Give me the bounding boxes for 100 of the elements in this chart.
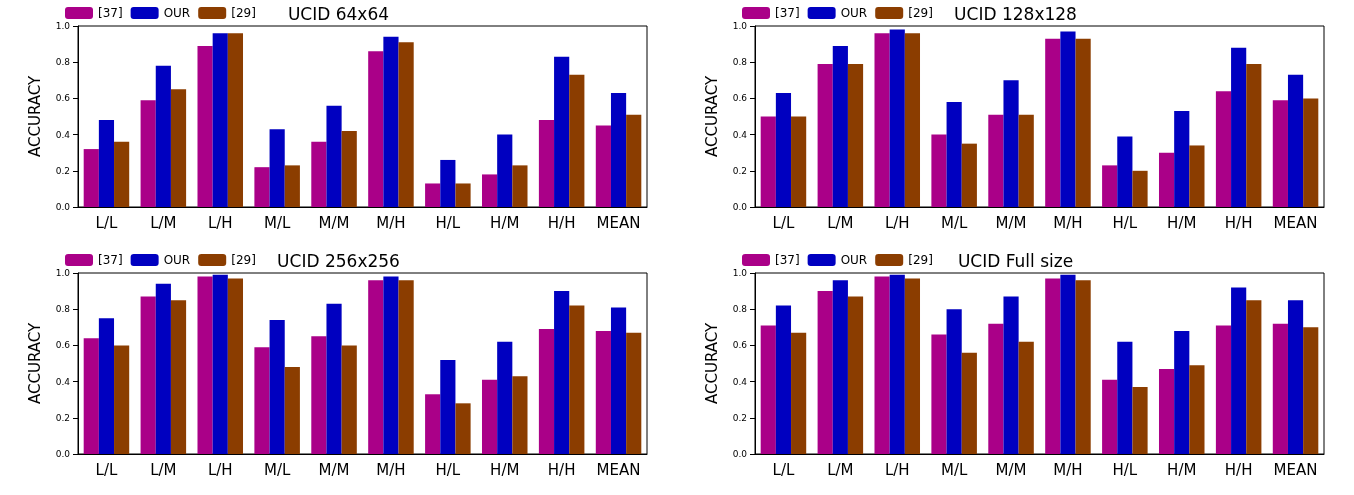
- bar: [1117, 136, 1133, 207]
- bar: [1174, 330, 1190, 454]
- bar: [610, 307, 627, 454]
- bar: [1045, 278, 1061, 454]
- x-tick-label: L/H: [884, 213, 910, 232]
- bar: [398, 280, 414, 454]
- bar: [904, 278, 921, 454]
- x-tick-label: M/H: [1053, 213, 1083, 232]
- bar: [311, 336, 327, 454]
- bar: [383, 36, 399, 207]
- y-tick-label: 0.8: [55, 304, 71, 315]
- legend-label: [29]: [231, 6, 256, 20]
- x-tick-label: L/M: [150, 213, 177, 232]
- bar: [284, 367, 300, 454]
- bar: [425, 183, 441, 207]
- chart-title: UCID 128x128: [954, 3, 1077, 24]
- bar: [155, 283, 171, 454]
- bar: [946, 102, 962, 207]
- bar: [1231, 47, 1247, 207]
- bar: [197, 45, 213, 207]
- y-tick-label: 0.6: [55, 340, 71, 351]
- bar: [874, 33, 890, 207]
- bar: [988, 323, 1004, 454]
- bar: [83, 149, 99, 207]
- y-tick-label: 0.2: [55, 412, 70, 423]
- bar: [1045, 38, 1061, 207]
- chart-title: UCID 256x256: [277, 250, 400, 271]
- x-tick-label: H/H: [547, 460, 576, 479]
- bar: [1060, 274, 1076, 454]
- bar: [775, 92, 792, 207]
- y-tick-label: 0.6: [732, 340, 748, 351]
- x-tick-label: L/H: [207, 213, 233, 232]
- bar: [1246, 64, 1262, 207]
- x-tick-label: H/L: [1112, 213, 1138, 232]
- y-tick-label: 0.0: [55, 449, 71, 459]
- x-tick-label: H/M: [1167, 213, 1197, 232]
- bar: [1174, 111, 1190, 207]
- bar: [341, 345, 357, 454]
- x-tick-label: M/M: [995, 460, 1027, 479]
- legend-label: OUR: [163, 6, 191, 20]
- y-tick-label: 0.2: [55, 165, 70, 176]
- y-tick-label: 1.0: [732, 268, 748, 278]
- bar: [1018, 114, 1034, 207]
- legend-label: [37]: [775, 253, 800, 267]
- bar: [269, 320, 285, 454]
- y-axis-title: ACCURACY: [702, 322, 721, 405]
- y-tick-label: 0.6: [55, 93, 71, 104]
- bar: [961, 352, 977, 454]
- bar: [114, 345, 130, 454]
- x-tick-label: L/L: [95, 460, 118, 479]
- bar: [595, 330, 611, 454]
- bar: [398, 42, 414, 207]
- bar: [440, 159, 456, 207]
- bar: [197, 276, 213, 454]
- bar: [497, 134, 513, 207]
- bar: [1287, 74, 1304, 207]
- bar: [1158, 368, 1175, 454]
- bar: [512, 165, 528, 207]
- bar: [1215, 91, 1232, 207]
- x-tick-label: H/H: [1224, 460, 1253, 479]
- bar: [904, 33, 921, 207]
- bar: [227, 278, 244, 454]
- y-tick-label: 0.4: [732, 129, 748, 140]
- bar: [1132, 387, 1148, 454]
- bar: [1018, 341, 1034, 454]
- bar: [1102, 379, 1118, 454]
- bar: [98, 318, 115, 454]
- bar: [114, 141, 130, 207]
- bar: [497, 341, 513, 454]
- bar: [595, 125, 611, 207]
- bar: [455, 403, 471, 454]
- bar: [227, 33, 244, 207]
- bar: [832, 45, 848, 207]
- bar: [1075, 38, 1091, 207]
- x-tick-label: H/L: [435, 460, 461, 479]
- bar: [155, 65, 171, 207]
- bar: [212, 33, 228, 207]
- y-axis-title: ACCURACY: [25, 75, 44, 158]
- legend-label: [29]: [908, 6, 933, 20]
- y-axis-title: ACCURACY: [702, 75, 721, 158]
- x-tick-label: M/L: [940, 460, 968, 479]
- bar: [140, 100, 156, 207]
- bar: [341, 130, 357, 207]
- x-tick-label: L/M: [150, 460, 177, 479]
- x-tick-label: L/M: [827, 213, 854, 232]
- bar: [1060, 31, 1076, 207]
- bar: [212, 274, 228, 454]
- x-tick-label: M/M: [318, 213, 350, 232]
- x-tick-label: M/H: [376, 460, 406, 479]
- x-tick-label: L/M: [827, 460, 854, 479]
- bar: [170, 89, 187, 207]
- bar: [538, 329, 555, 454]
- x-tick-label: M/H: [1053, 460, 1083, 479]
- bar: [170, 300, 187, 454]
- bar: [1272, 323, 1288, 454]
- bar: [98, 120, 115, 207]
- x-tick-label: MEAN: [596, 460, 641, 479]
- bar: [832, 280, 848, 454]
- bar: [481, 174, 498, 207]
- y-tick-label: 0.0: [732, 449, 748, 459]
